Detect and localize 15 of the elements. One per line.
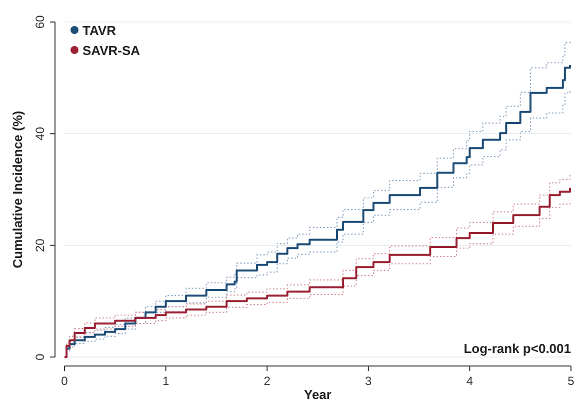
x-tick-label: 1 [162,374,170,388]
annotation: Log-rank p<0.001 [464,341,571,356]
legend-label: SAVR-SA [82,43,141,58]
y-tick-label: 40 [33,126,47,140]
y-axis-title: Cumulative Incidence (%) [10,110,25,268]
y-tick-label: 0 [33,353,47,360]
x-tick-label: 0 [61,374,68,388]
y-tick-label: 20 [33,238,47,252]
x-tick-label: 2 [264,374,271,388]
x-tick-label: 5 [568,374,575,388]
x-axis-title: Year [304,387,332,402]
x-tick-label: 4 [466,374,474,388]
x-tick-label: 3 [365,374,372,388]
legend-label: TAVR [82,23,117,38]
y-tick-label: 60 [33,15,47,29]
